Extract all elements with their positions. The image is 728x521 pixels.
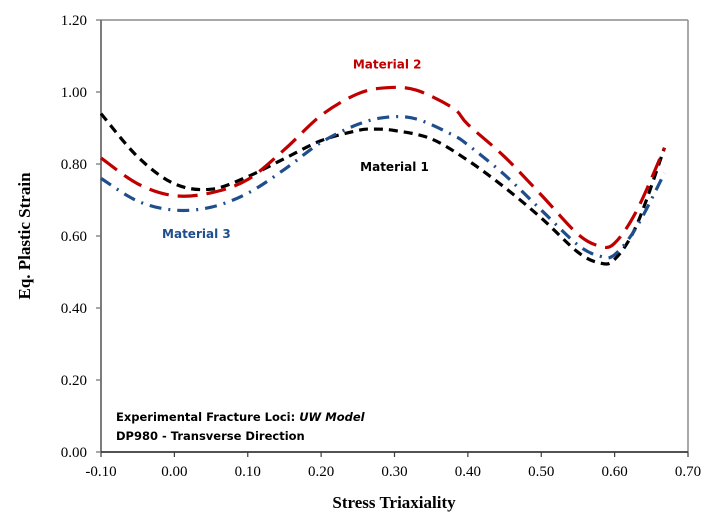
label-material-1: Material 1: [360, 160, 429, 174]
x-tick-label: 0.10: [235, 464, 261, 480]
y-tick-label: 1.00: [61, 85, 87, 101]
x-tick-label: 0.00: [161, 464, 187, 480]
y-axis-title: Eq. Plastic Strain: [15, 172, 34, 300]
x-axis-ticks: -0.10 0.00 0.10 0.20 0.30 0.40 0.50 0.60 0.70: [85, 452, 701, 480]
note-line-2: DP980 - Transverse Direction: [116, 429, 305, 443]
annotations-group: Material 2 Material 1 Material 3: [162, 58, 429, 241]
series-line-material-1: [99, 112, 667, 266]
y-tick-label: 0.20: [61, 373, 87, 389]
note-line-1-text: Experimental Fracture Loci:: [116, 410, 299, 424]
x-tick-label: 0.20: [308, 464, 334, 480]
y-tick-label: 0.80: [61, 157, 87, 173]
y-axis-ticks: 0.00 0.20 0.40 0.60 0.80 1.00 1.20: [61, 13, 101, 461]
note-line-1: Experimental Fracture Loci: UW Model: [116, 410, 366, 424]
x-tick-label: 0.30: [381, 464, 407, 480]
series-line-material-2: [100, 85, 666, 250]
y-tick-label: 0.60: [61, 229, 87, 245]
y-tick-label: 0.40: [61, 301, 87, 317]
x-tick-label: 0.40: [455, 464, 481, 480]
series-line-material-3: [100, 114, 666, 260]
x-tick-label: 0.60: [602, 464, 628, 480]
x-axis-title: Stress Triaxiality: [332, 493, 456, 512]
y-tick-label: 0.00: [61, 445, 87, 461]
x-tick-label: 0.70: [675, 464, 701, 480]
series-group: [99, 85, 667, 266]
label-material-3: Material 3: [162, 227, 231, 241]
label-material-2: Material 2: [353, 58, 422, 72]
x-tick-label: -0.10: [85, 464, 116, 480]
note-line-1-italic: UW Model: [299, 410, 365, 424]
y-tick-label: 1.20: [61, 13, 87, 29]
x-tick-label: 0.50: [528, 464, 554, 480]
